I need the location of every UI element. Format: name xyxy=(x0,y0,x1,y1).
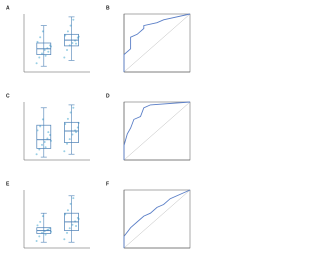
plot-frame xyxy=(123,189,191,249)
data-point xyxy=(72,106,75,109)
data-point xyxy=(36,224,39,227)
data-point xyxy=(46,137,49,140)
data-point xyxy=(44,233,47,236)
data-point xyxy=(35,153,38,156)
data-point xyxy=(63,56,66,59)
data-point xyxy=(63,150,66,153)
data-point xyxy=(41,143,43,146)
data-point xyxy=(39,125,42,128)
box xyxy=(64,121,79,143)
reference-line xyxy=(123,101,191,161)
data-point xyxy=(75,131,78,134)
reference-line xyxy=(123,13,191,73)
data-point xyxy=(72,197,75,200)
data-point xyxy=(66,117,69,120)
data-point xyxy=(41,52,43,55)
data-point xyxy=(75,224,78,227)
data-point xyxy=(44,146,47,149)
data-point xyxy=(71,42,74,44)
data-point xyxy=(36,40,39,43)
reference-line xyxy=(123,189,191,249)
data-point xyxy=(69,202,72,205)
box xyxy=(36,124,52,149)
plot-frame xyxy=(123,13,191,73)
panel-label: D xyxy=(106,93,110,99)
data-point xyxy=(71,223,74,226)
data-point xyxy=(47,131,50,134)
roc-curve xyxy=(123,101,191,160)
data-point xyxy=(41,215,44,218)
data-point xyxy=(66,142,69,145)
data-point xyxy=(41,30,44,33)
data-point xyxy=(39,220,42,223)
panel-label: C xyxy=(6,93,10,99)
data-point xyxy=(66,30,69,33)
data-point xyxy=(47,228,50,231)
data-point xyxy=(41,118,44,121)
data-point xyxy=(69,111,72,114)
data-point xyxy=(72,18,75,21)
data-point xyxy=(35,62,38,65)
figure: A B C D E F xyxy=(6,5,191,249)
roc-curve xyxy=(123,189,191,248)
data-point xyxy=(35,240,38,243)
data-point xyxy=(38,235,41,238)
panel-label: F xyxy=(106,181,109,187)
data-point xyxy=(75,42,78,45)
data-point xyxy=(44,54,47,57)
data-point xyxy=(38,148,41,151)
data-point xyxy=(68,138,71,141)
plot-frame xyxy=(123,101,191,161)
data-point xyxy=(39,36,42,39)
data-point xyxy=(47,50,50,53)
data-point xyxy=(43,48,46,51)
data-point xyxy=(66,231,69,234)
data-point xyxy=(66,48,69,51)
data-point xyxy=(69,24,72,27)
data-point xyxy=(63,238,66,241)
data-point xyxy=(43,141,46,144)
panel-label: B xyxy=(106,5,110,11)
panel-label: E xyxy=(6,181,10,187)
data-point xyxy=(66,209,69,212)
data-point xyxy=(68,227,71,230)
data-point xyxy=(71,133,74,136)
roc-curve xyxy=(123,13,191,72)
data-point xyxy=(38,56,41,59)
panel-label: A xyxy=(6,5,10,11)
